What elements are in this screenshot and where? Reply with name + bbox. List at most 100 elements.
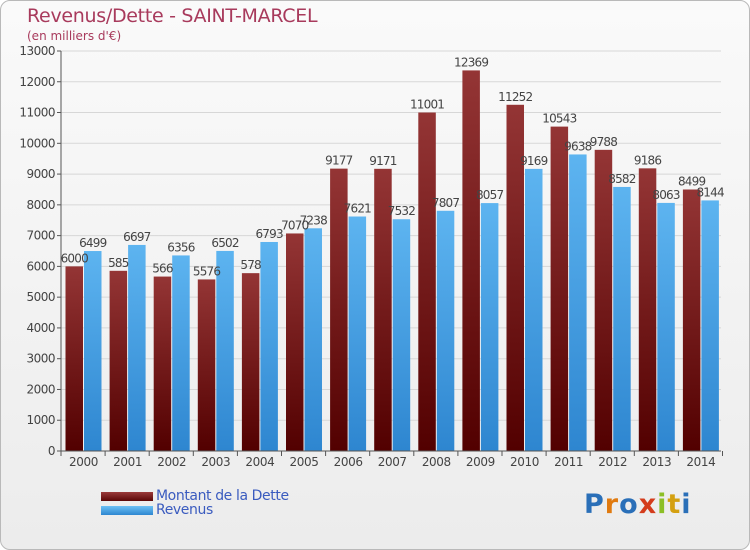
bar-revenus [701,200,719,451]
bar-revenus [436,210,455,451]
y-tick-label: 13000 [19,44,55,58]
legend-item-revenus: Revenus [101,502,213,518]
y-tick-label: 3000 [26,352,55,366]
bar-dette [594,149,613,452]
y-tick-label: 9000 [26,167,55,181]
data-label-revenus: 9169 [520,154,548,168]
data-label-revenus: 8582 [608,172,636,186]
data-label-revenus: 6793 [255,227,283,241]
bar-revenus [348,216,367,451]
bar-dette [153,276,172,451]
logo-letter: x [638,489,658,520]
bar-dette [197,279,216,451]
data-label-revenus: 8063 [652,188,680,202]
bar-dette [109,270,128,451]
x-tick-label: 2002 [157,455,186,469]
data-label-dette: 5576 [193,264,221,278]
x-tick-label: 2010 [510,455,539,469]
data-label-revenus: 6499 [79,236,107,250]
bar-revenus [84,251,102,451]
data-label-revenus: 7621 [344,202,372,216]
bars [65,70,719,452]
data-label-revenus: 8144 [696,185,724,199]
bar-dette [65,266,83,451]
bar-revenus [480,203,499,451]
x-tick-label: 2014 [686,455,715,469]
bar-dette [638,168,657,451]
legend-swatch-revenus [101,505,153,515]
legend-label-dette: Montant de la Dette [156,488,289,504]
y-tick-label: 2000 [26,382,55,396]
bar-dette [418,112,436,451]
data-label-revenus: 6697 [123,230,151,244]
bar-dette [462,70,480,452]
logo-letter: P [584,489,605,520]
data-label-dette: 6000 [61,251,89,265]
x-tick-label: 2005 [290,455,319,469]
x-tick-label: 2008 [422,455,451,469]
x-tick-label: 2006 [334,455,363,469]
bar-dette [374,168,392,452]
x-tick-label: 2004 [245,455,274,469]
legend-label-revenus: Revenus [156,502,213,518]
y-tick-label: 7000 [26,229,55,243]
bar-revenus [525,168,543,451]
bar-dette [286,233,304,451]
y-tick-label: 11000 [19,106,55,120]
bar-dette [550,126,569,451]
data-label-dette: 11001 [410,98,444,112]
x-tick-label: 2003 [201,455,230,469]
logo-letter: i [681,489,692,520]
data-label-dette: 11252 [498,90,532,104]
data-label-revenus: 7532 [388,204,416,218]
y-tick-label: 5000 [26,290,55,304]
data-label-dette: 9177 [325,154,353,168]
legend-swatch-dette [101,491,153,501]
data-label-dette: 9186 [634,153,662,167]
proxiti-logo: Proxiti [584,489,692,520]
axes: 0 1000 2000 3000 4000 5000 6000 7000 8000 9000 100… [19,44,723,469]
data-label-dette: 9788 [590,135,618,149]
x-tick-label: 2001 [113,455,142,469]
legend-item-dette: Montant de la Dette [101,488,289,504]
y-tick-label: 6000 [26,259,55,273]
data-label-revenus: 9638 [564,139,592,153]
chart-subtitle: (en milliers d'€) [27,29,122,43]
bar-revenus [260,241,278,451]
y-tick-label: 4000 [26,321,55,335]
data-label-dette: 585 [108,256,129,270]
bar-dette [330,168,348,451]
data-label-dette: 8499 [678,174,706,188]
x-tick-label: 2013 [642,455,671,469]
bar-dette [682,189,701,451]
data-label-dette: 578 [240,258,261,272]
x-tick-label: 2009 [466,455,495,469]
bar-dette [241,273,260,451]
logo-letter: r [604,489,620,520]
bar-revenus [304,228,322,451]
data-label-dette: 10543 [542,112,576,126]
data-label-revenus: 7807 [432,196,460,210]
y-tick-label: 0 [48,444,55,458]
y-tick-label: 1000 [26,413,55,427]
bar-dette [506,104,524,452]
x-tick-label: 2007 [378,455,407,469]
data-label-dette: 7070 [281,218,309,232]
y-tick-label: 10000 [19,136,55,150]
logo-letter: t [667,489,682,520]
y-tick-label: 12000 [19,75,55,89]
data-label-revenus: 8057 [476,188,504,202]
bar-revenus [216,250,234,451]
chart-title: Revenus/Dette - SAINT-MARCEL [27,5,318,27]
logo-letter: i [657,489,668,520]
bar-revenus [657,202,675,451]
data-label-revenus: 6356 [167,240,195,254]
bar-revenus [613,186,631,451]
bar-revenus [128,244,146,451]
x-tick-label: 2011 [554,455,583,469]
x-tick-label: 2000 [69,455,98,469]
bar-revenus [392,219,411,451]
